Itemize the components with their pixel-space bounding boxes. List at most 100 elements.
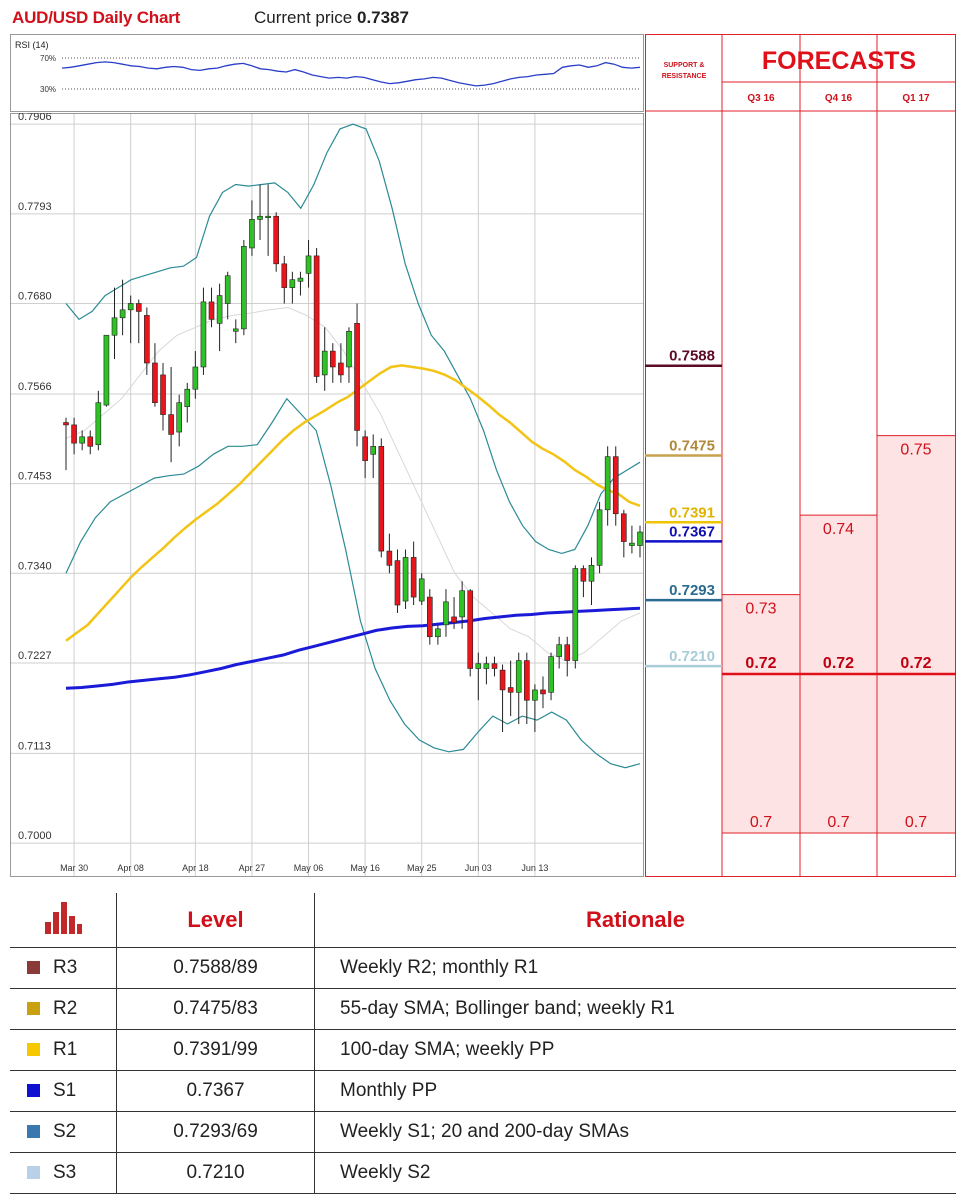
sma-blue-line — [65, 606, 641, 690]
table-row: S2 0.7293/69 Weekly S1; 20 and 200-day SMA… — [10, 1111, 956, 1153]
candle — [629, 542, 635, 546]
table-header-icon — [10, 893, 117, 948]
x-tick-label: Mar 30 — [60, 863, 88, 873]
candle — [241, 246, 247, 330]
forecast-top-value: 0.73 — [745, 601, 776, 618]
candle — [249, 219, 255, 249]
level-name: R3 — [53, 957, 78, 978]
level-name-cell: R1 — [10, 1029, 117, 1071]
candle — [329, 350, 336, 368]
candle — [265, 215, 271, 219]
level-rationale: Monthly PP — [314, 1070, 956, 1112]
forecast-top-value: 0.74 — [823, 521, 854, 538]
candle — [427, 596, 433, 638]
x-tick-label: Jun 13 — [521, 863, 548, 873]
candle — [386, 550, 393, 566]
candle — [168, 414, 174, 435]
candle — [604, 456, 611, 511]
candle — [71, 424, 77, 444]
x-tick-label: May 06 — [294, 863, 324, 873]
candle — [346, 330, 352, 368]
level-color-swatch — [27, 1002, 40, 1015]
level-value: 0.7210 — [116, 1152, 315, 1194]
forecast-low-value: 0.7 — [750, 814, 772, 831]
candle — [305, 255, 312, 274]
forecast-column-label: Q4 16 — [825, 93, 853, 104]
x-tick-label: Jun 03 — [465, 863, 492, 873]
candle — [459, 590, 465, 618]
x-tick-label: Apr 08 — [117, 863, 144, 873]
current-price-label: Current price — [254, 8, 353, 27]
candle — [321, 350, 328, 376]
y-tick-label: 0.7453 — [18, 471, 52, 483]
level-rationale: Weekly S2 — [314, 1152, 956, 1194]
table-header-level: Level — [116, 893, 315, 948]
candle — [572, 568, 579, 661]
candle — [499, 669, 506, 691]
table-row: R3 0.7588/89 Weekly R2; monthly R1 — [10, 947, 956, 989]
rsi-30-label: 30% — [40, 85, 56, 94]
level-color-swatch — [27, 1043, 40, 1056]
candle — [119, 309, 126, 319]
candle — [192, 366, 199, 390]
candle — [467, 590, 474, 669]
level-rationale: 55-day SMA; Bollinger band; weekly R1 — [314, 988, 956, 1030]
bollinger-lower-line — [65, 397, 641, 769]
level-name: S2 — [53, 1121, 77, 1142]
rsi-line — [61, 61, 641, 87]
level-name: R1 — [53, 1039, 78, 1060]
candle — [127, 303, 134, 311]
forecast-mid-value: 0.72 — [745, 655, 776, 672]
candle — [564, 644, 571, 661]
sr-title-line2: RESISTANCE — [662, 73, 707, 80]
candle — [621, 513, 627, 542]
price-chart: 0.7906 0.7793 0.7680 0.7566 0.7453 0.7340 0.72… — [10, 113, 644, 877]
level-value: 0.7367 — [116, 1070, 315, 1112]
y-tick-label: 0.7680 — [18, 291, 52, 303]
forecast-column-label: Q3 16 — [747, 93, 775, 104]
candle — [281, 263, 288, 288]
level-value: 0.7475/83 — [116, 988, 315, 1030]
candle — [111, 317, 118, 336]
x-tick-label: May 25 — [407, 863, 437, 873]
sma-yellow-line — [65, 364, 641, 642]
bar-chart-icon — [45, 902, 82, 934]
y-tick-label: 0.7566 — [18, 381, 52, 393]
candle — [524, 660, 530, 701]
candle — [418, 578, 425, 602]
candle — [402, 557, 409, 602]
rsi-70-label: 70% — [40, 54, 56, 63]
bollinger-upper-line — [65, 123, 641, 555]
candle — [435, 628, 441, 638]
candle — [410, 557, 417, 598]
level-name-cell: S2 — [10, 1111, 117, 1153]
candle — [103, 334, 110, 406]
forecast-mid-value: 0.72 — [823, 655, 854, 672]
candle — [548, 656, 554, 693]
forecast-top-value: 0.75 — [900, 442, 931, 459]
sr-level-value: 0.7293 — [669, 582, 715, 599]
sr-level-value: 0.7210 — [669, 648, 715, 665]
candle — [176, 402, 182, 433]
candle — [338, 362, 344, 376]
candle — [257, 215, 263, 220]
candle — [588, 565, 595, 582]
table-row: R2 0.7475/83 55-day SMA; Bollinger band; w… — [10, 988, 956, 1030]
candle — [144, 315, 150, 364]
sr-level-value: 0.7367 — [669, 523, 715, 540]
candle — [152, 362, 158, 403]
candle — [580, 568, 587, 582]
sr-level-value: 0.7588 — [669, 348, 715, 365]
candle — [160, 374, 166, 415]
level-value: 0.7293/69 — [116, 1111, 315, 1153]
candle — [596, 509, 603, 566]
candle — [394, 560, 401, 606]
level-value: 0.7588/89 — [116, 947, 315, 989]
x-tick-label: Apr 18 — [182, 863, 209, 873]
table-row: R1 0.7391/99 100-day SMA; weekly PP — [10, 1029, 956, 1071]
candle — [200, 301, 207, 368]
candle — [443, 601, 449, 626]
candle — [354, 323, 360, 431]
candle — [232, 328, 239, 332]
candle — [87, 436, 94, 447]
